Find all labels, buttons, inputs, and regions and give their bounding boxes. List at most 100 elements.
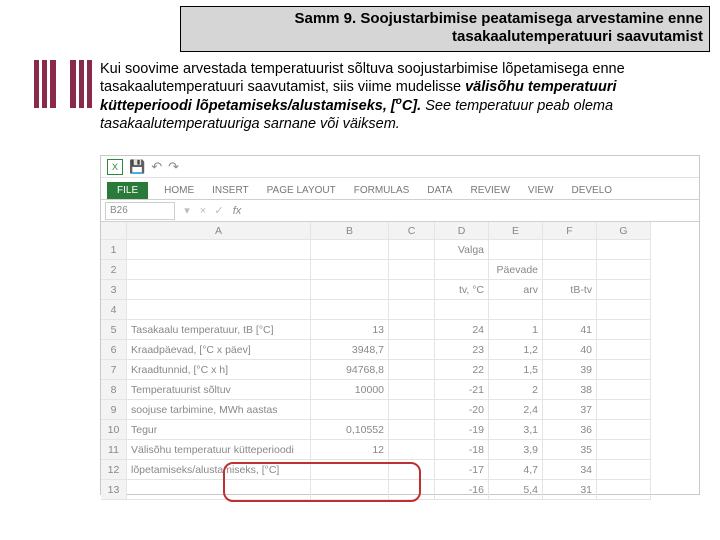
cell[interactable] [389, 420, 435, 440]
cell[interactable]: Kraadpäevad, [°C x päev] [127, 340, 311, 360]
cell[interactable] [389, 340, 435, 360]
cell[interactable] [127, 300, 311, 320]
chevron-down-icon[interactable]: ▾ [179, 204, 195, 217]
row-header[interactable]: 6 [101, 340, 127, 360]
ribbon-tab-file[interactable]: FILE [107, 182, 148, 199]
cell[interactable]: -20 [435, 400, 489, 420]
cell[interactable] [597, 400, 651, 420]
cell[interactable] [389, 440, 435, 460]
cell[interactable]: 31 [543, 480, 597, 500]
cell[interactable] [311, 460, 389, 480]
cell[interactable] [597, 380, 651, 400]
cell[interactable]: 22 [435, 360, 489, 380]
cell[interactable] [435, 300, 489, 320]
cell[interactable]: 0,10552 [311, 420, 389, 440]
cell[interactable]: 38 [543, 380, 597, 400]
cell[interactable] [389, 300, 435, 320]
cell[interactable]: 1,5 [489, 360, 543, 380]
cell[interactable]: 2,4 [489, 400, 543, 420]
row-header[interactable]: 11 [101, 440, 127, 460]
row-header[interactable]: 5 [101, 320, 127, 340]
row-header[interactable]: 12 [101, 460, 127, 480]
cell[interactable]: 3948,7 [311, 340, 389, 360]
cell[interactable]: tv, °C [435, 280, 489, 300]
cell[interactable] [127, 480, 311, 500]
cell[interactable] [389, 260, 435, 280]
cell[interactable] [489, 300, 543, 320]
cell[interactable]: 5,4 [489, 480, 543, 500]
cell[interactable]: 1,2 [489, 340, 543, 360]
cell[interactable]: 35 [543, 440, 597, 460]
col-header[interactable]: D [435, 222, 489, 240]
cell[interactable] [435, 260, 489, 280]
cell[interactable]: Valga [435, 240, 489, 260]
ribbon-tab-pagelayout[interactable]: PAGE LAYOUT [265, 182, 338, 199]
cell[interactable]: 23 [435, 340, 489, 360]
cell[interactable] [127, 280, 311, 300]
cell[interactable]: Tasakaalu temperatuur, tB [°C] [127, 320, 311, 340]
cell[interactable]: -17 [435, 460, 489, 480]
row-header[interactable]: 3 [101, 280, 127, 300]
fx-icon[interactable]: fx [227, 205, 247, 217]
cell[interactable]: tB-tv [543, 280, 597, 300]
cell[interactable] [389, 480, 435, 500]
select-all-cell[interactable] [101, 222, 127, 240]
cell[interactable] [543, 300, 597, 320]
cell[interactable]: Tegur [127, 420, 311, 440]
cell[interactable] [597, 420, 651, 440]
cell[interactable]: 40 [543, 340, 597, 360]
row-header[interactable]: 1 [101, 240, 127, 260]
cell[interactable] [543, 240, 597, 260]
cell[interactable] [597, 240, 651, 260]
cell[interactable]: 2 [489, 380, 543, 400]
cell[interactable] [389, 380, 435, 400]
cell[interactable] [389, 400, 435, 420]
cell[interactable]: 1 [489, 320, 543, 340]
ribbon-tab-data[interactable]: DATA [425, 182, 454, 199]
cell[interactable] [127, 260, 311, 280]
cell[interactable] [597, 280, 651, 300]
cell[interactable]: 24 [435, 320, 489, 340]
cell[interactable]: 94768,8 [311, 360, 389, 380]
row-header[interactable]: 2 [101, 260, 127, 280]
cell[interactable] [311, 400, 389, 420]
cell[interactable]: 4,7 [489, 460, 543, 480]
ribbon-tab-insert[interactable]: INSERT [210, 182, 251, 199]
cell[interactable] [597, 440, 651, 460]
cell[interactable]: 3,1 [489, 420, 543, 440]
cell[interactable]: 36 [543, 420, 597, 440]
cancel-icon[interactable]: × [195, 205, 211, 217]
cell[interactable]: 13 [311, 320, 389, 340]
cell[interactable]: -16 [435, 480, 489, 500]
cell[interactable]: -19 [435, 420, 489, 440]
cell[interactable]: 41 [543, 320, 597, 340]
cell[interactable]: 37 [543, 400, 597, 420]
cell[interactable] [597, 460, 651, 480]
cell[interactable]: -21 [435, 380, 489, 400]
row-header[interactable]: 10 [101, 420, 127, 440]
ribbon-tab-review[interactable]: REVIEW [468, 182, 511, 199]
cell[interactable]: arv [489, 280, 543, 300]
cell[interactable]: 34 [543, 460, 597, 480]
ribbon-tab-view[interactable]: VIEW [526, 182, 556, 199]
cell[interactable]: 10000 [311, 380, 389, 400]
cell[interactable]: Päevade [489, 260, 543, 280]
cell[interactable] [311, 300, 389, 320]
row-header[interactable]: 9 [101, 400, 127, 420]
cell[interactable]: 12 [311, 440, 389, 460]
cell[interactable] [597, 300, 651, 320]
cell[interactable] [389, 240, 435, 260]
cell[interactable] [311, 480, 389, 500]
row-header[interactable]: 4 [101, 300, 127, 320]
cell[interactable] [311, 240, 389, 260]
cell[interactable] [597, 360, 651, 380]
cell[interactable] [597, 340, 651, 360]
cell[interactable] [597, 320, 651, 340]
cell[interactable]: 3,9 [489, 440, 543, 460]
cell[interactable] [543, 260, 597, 280]
cell[interactable]: Välisõhu temperatuur kütteperioodi [127, 440, 311, 460]
ribbon-tab-home[interactable]: HOME [162, 182, 196, 199]
cell[interactable]: -18 [435, 440, 489, 460]
cell[interactable] [597, 480, 651, 500]
col-header[interactable]: A [127, 222, 311, 240]
